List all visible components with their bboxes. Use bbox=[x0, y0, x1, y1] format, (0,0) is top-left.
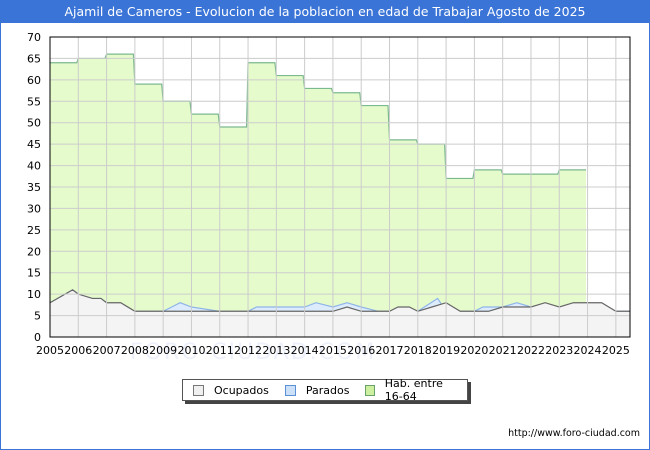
y-tick-label: 45 bbox=[27, 138, 41, 151]
legend-item-ocupados: Ocupados bbox=[193, 384, 269, 397]
watermark: FORO-CIUDAD.COM bbox=[130, 340, 377, 365]
y-tick-label: 65 bbox=[27, 52, 41, 65]
ocupados-swatch-icon bbox=[193, 384, 204, 396]
x-tick-label: 2013 bbox=[262, 344, 290, 357]
x-tick-label: 2016 bbox=[347, 344, 375, 357]
y-tick-label: 40 bbox=[27, 160, 41, 173]
y-tick-label: 25 bbox=[27, 224, 41, 237]
y-tick-label: 55 bbox=[27, 95, 41, 108]
x-tick-label: 2023 bbox=[545, 344, 573, 357]
hab-line bbox=[50, 53, 587, 180]
chart-legend: Ocupados Parados Hab. entre 16-64 bbox=[182, 377, 468, 403]
x-tick-label: 2012 bbox=[234, 344, 262, 357]
y-tick-label: 35 bbox=[27, 181, 41, 194]
x-tick-label: 2008 bbox=[121, 344, 149, 357]
y-tick-label: 70 bbox=[27, 31, 41, 44]
chart-title: Ajamil de Cameros - Evolucion de la pobl… bbox=[0, 0, 650, 23]
legend-item-hab: Hab. entre 16-64 bbox=[365, 377, 461, 403]
x-tick-label: 2020 bbox=[460, 344, 488, 357]
legend-label: Parados bbox=[305, 383, 350, 397]
y-tick-label: 30 bbox=[27, 202, 41, 215]
x-tick-label: 2010 bbox=[177, 344, 205, 357]
plot-border bbox=[49, 36, 631, 338]
parados-swatch-icon bbox=[284, 384, 296, 396]
y-tick-label: 5 bbox=[34, 310, 41, 323]
x-tick-label: 2021 bbox=[489, 344, 517, 357]
hab-area bbox=[50, 54, 587, 338]
y-tick-label: 10 bbox=[27, 288, 41, 301]
x-tick-label: 2018 bbox=[404, 344, 432, 357]
legend-item-parados: Parados bbox=[284, 383, 350, 397]
x-tick-label: 2009 bbox=[149, 344, 177, 357]
hab-swatch-icon bbox=[365, 384, 375, 396]
y-tick-label: 0 bbox=[34, 331, 41, 344]
x-tick-label: 2017 bbox=[376, 344, 404, 357]
x-tick-label: 2005 bbox=[36, 344, 64, 357]
legend-label: Ocupados bbox=[214, 383, 269, 397]
y-tick-label: 15 bbox=[27, 267, 41, 280]
y-tick-label: 50 bbox=[27, 117, 41, 130]
x-tick-label: 2024 bbox=[574, 344, 602, 357]
source-link[interactable]: http://www.foro-ciudad.com bbox=[508, 428, 640, 439]
ocupados-area bbox=[50, 289, 630, 337]
x-tick-label: 2019 bbox=[432, 344, 460, 357]
x-tick-label: 2006 bbox=[64, 344, 92, 357]
x-tick-label: 2022 bbox=[517, 344, 545, 357]
legend-label: Hab. entre 16-64 bbox=[384, 377, 443, 403]
x-tick-label: 2014 bbox=[291, 344, 319, 357]
x-tick-label: 2025 bbox=[602, 344, 630, 357]
x-tick-label: 2011 bbox=[206, 344, 234, 357]
y-tick-label: 20 bbox=[27, 245, 41, 258]
x-tick-label: 2007 bbox=[93, 344, 121, 357]
x-tick-label: 2015 bbox=[319, 344, 347, 357]
y-tick-label: 60 bbox=[27, 74, 41, 87]
